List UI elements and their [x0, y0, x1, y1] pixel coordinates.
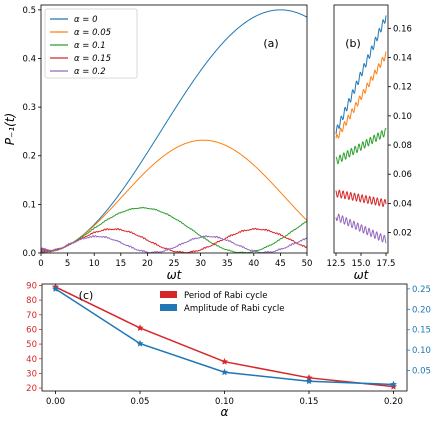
x-axis-label-c: α	[221, 405, 229, 419]
x-tick-label-a-7: 35	[222, 259, 233, 269]
y-left-tick-label-c-4: 60	[26, 325, 37, 335]
y-right-tick-label-c-4: 0.25	[412, 285, 431, 295]
y-tick-label-a-0: 0.0	[22, 249, 36, 259]
x-tick-label-b-1: 15.0	[352, 259, 371, 269]
y-left-tick-label-c-6: 80	[26, 296, 37, 306]
series-marker-c-0-4	[389, 382, 398, 390]
series-marker-c-0-2	[220, 357, 229, 365]
x-tick-label-a-10: 50	[302, 259, 313, 269]
series-line-b-4	[335, 213, 387, 244]
legend-swatch-c-0	[160, 291, 177, 298]
x-tick-label-b-2: 17.5	[377, 259, 396, 269]
legend-label-c-1: Amplitude of Rabi cycle	[184, 304, 285, 314]
y-left-tick-label-c-5: 70	[26, 311, 37, 321]
y-left-tick-label-c-7: 90	[26, 281, 37, 291]
x-tick-label-a-9: 45	[275, 259, 286, 269]
x-tick-label-b-0: 12.5	[327, 259, 346, 269]
series-line-b-0	[335, 15, 387, 135]
series-line-b-3	[335, 189, 387, 208]
legend-label-a-2: α = 0.1	[74, 41, 106, 51]
x-axis-label-b: ωt	[354, 268, 370, 282]
y-left-tick-label-c-1: 30	[26, 369, 37, 379]
y-right-tick-label-c-0: 0.05	[412, 367, 431, 377]
series-marker-c-1-1	[136, 339, 144, 347]
x-tick-label-a-0: 0	[38, 259, 43, 269]
series-marker-c-1-0	[51, 285, 60, 292]
x-tick-label-c-4: 0.20	[384, 397, 403, 407]
y-tick-label-a-3: 0.3	[22, 103, 36, 113]
x-tick-label-a-4: 20	[142, 259, 153, 269]
y-tick-label-a-4: 0.4	[22, 54, 36, 64]
series-marker-c-1-2	[220, 368, 229, 376]
x-tick-label-a-3: 15	[115, 259, 126, 269]
x-tick-label-c-3: 0.15	[300, 397, 319, 407]
legend-label-a-4: α = 0.2	[74, 67, 106, 77]
x-tick-label-a-6: 30	[195, 259, 206, 269]
series-line-a-3	[40, 227, 308, 254]
legend-box-a	[44, 8, 138, 79]
x-tick-label-a-8: 40	[248, 259, 259, 269]
y-tick-label-a-5: 0.5	[22, 6, 36, 16]
y-tick-label-b-0: 0.02	[393, 229, 412, 239]
series-line-a-2	[40, 206, 308, 254]
y-axis-label-a: P₋₁(t)	[3, 113, 17, 145]
series-line-a-4	[40, 235, 308, 255]
x-tick-label-a-2: 10	[89, 259, 100, 269]
legend-label-a-1: α = 0.05	[74, 28, 111, 38]
y-tick-label-a-2: 0.2	[22, 152, 36, 162]
x-tick-label-a-1: 5	[65, 259, 70, 269]
x-tick-label-c-0: 0.00	[46, 397, 65, 407]
y-left-tick-label-c-2: 40	[26, 355, 37, 365]
panel-label-a: (a)	[263, 37, 278, 50]
legend-swatch-c-1	[160, 304, 177, 311]
panel-label-c: (c)	[79, 289, 94, 302]
series-line-b-1	[335, 51, 387, 139]
x-tick-label-c-1: 0.05	[131, 397, 150, 407]
x-axis-label-a: ωt	[167, 268, 183, 282]
y-tick-label-b-5: 0.12	[393, 83, 412, 93]
y-left-tick-label-c-0: 20	[26, 384, 37, 394]
y-tick-label-b-3: 0.08	[393, 141, 412, 151]
y-tick-label-b-1: 0.04	[393, 199, 412, 209]
series-line-b-2	[335, 127, 387, 165]
y-tick-label-b-4: 0.10	[393, 112, 412, 122]
y-right-tick-label-c-1: 0.10	[412, 346, 431, 356]
y-right-tick-label-c-3: 0.20	[412, 305, 431, 315]
series-marker-c-0-1	[136, 324, 144, 332]
x-tick-label-c-2: 0.10	[215, 397, 234, 407]
y-tick-label-b-2: 0.06	[393, 170, 412, 180]
y-right-tick-label-c-2: 0.15	[412, 326, 431, 336]
y-tick-label-b-6: 0.14	[393, 54, 412, 64]
series-line-a-1	[40, 139, 308, 255]
y-left-tick-label-c-3: 50	[26, 340, 37, 350]
legend-label-a-3: α = 0.15	[74, 54, 111, 64]
legend-label-a-0: α = 0	[74, 15, 98, 25]
series-marker-c-1-4	[389, 380, 398, 388]
panel-label-b: (b)	[345, 37, 361, 50]
y-tick-label-a-1: 0.1	[22, 200, 36, 210]
legend-label-c-0: Period of Rabi cycle	[184, 291, 267, 301]
y-tick-label-b-7: 0.16	[393, 24, 412, 34]
x-tick-label-a-5: 25	[169, 259, 180, 269]
series-marker-c-1-3	[305, 377, 313, 385]
